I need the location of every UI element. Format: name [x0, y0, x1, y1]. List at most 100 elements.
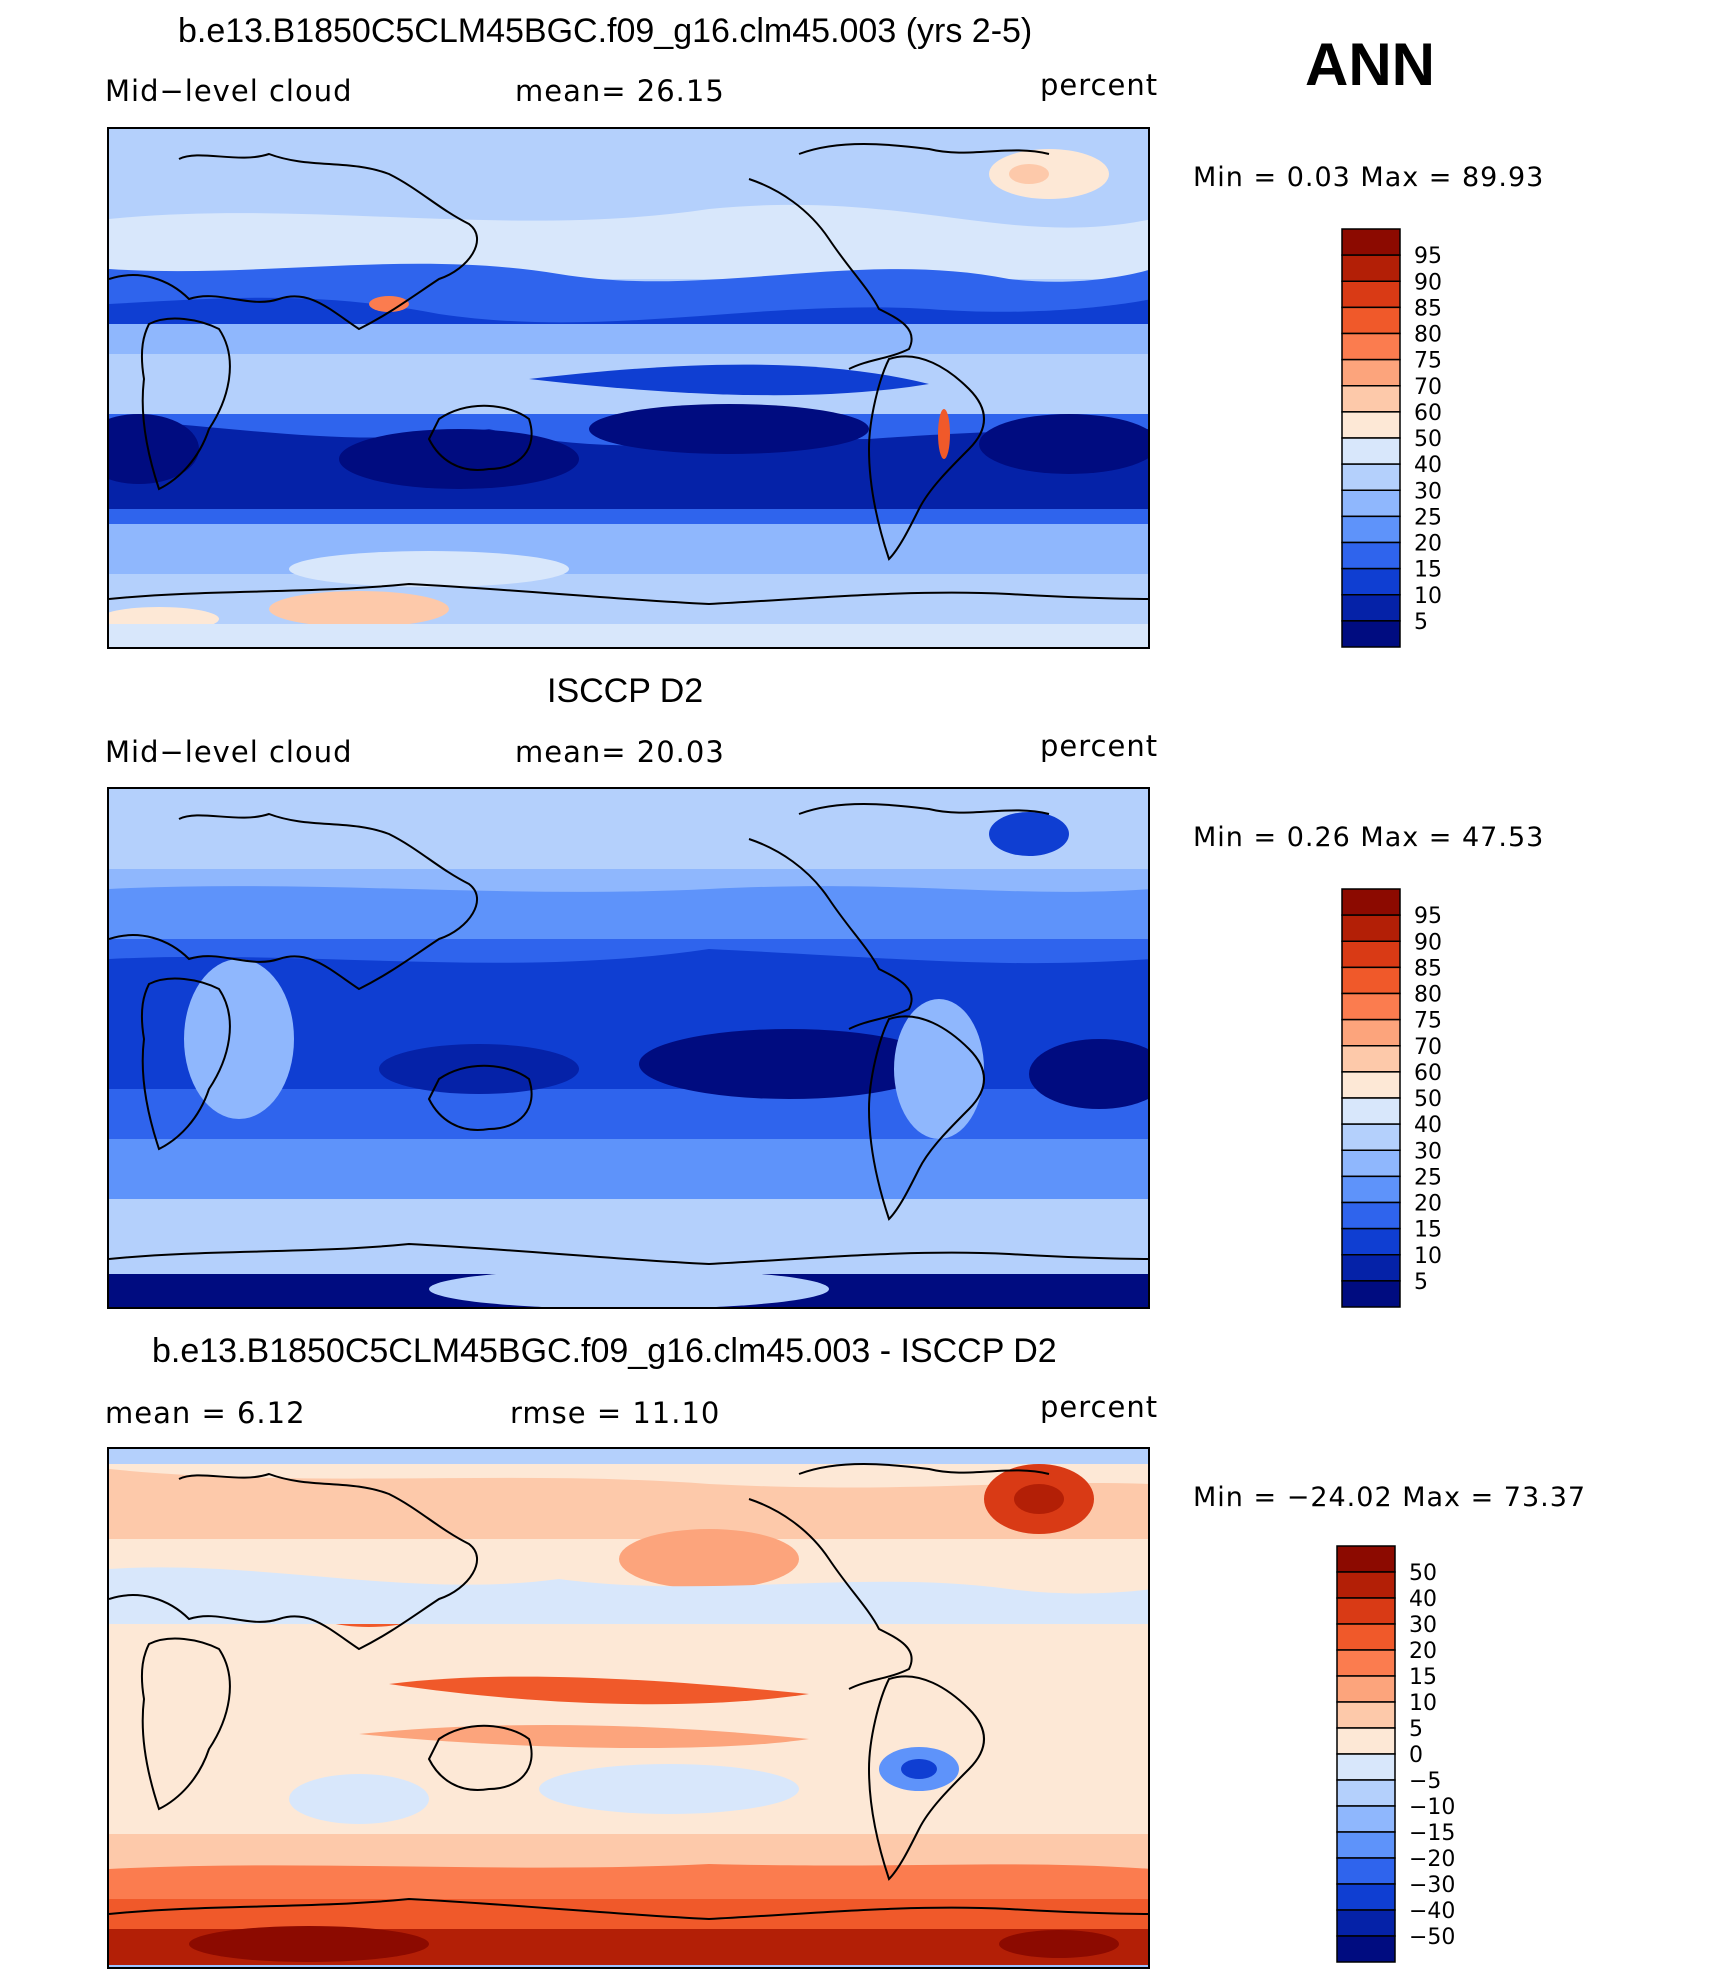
colorbar-tick-label: 5 — [1409, 1717, 1423, 1742]
colorbar-swatch — [1341, 940, 1401, 969]
colorbar-tick-label: 30 — [1409, 1613, 1437, 1638]
colorbar-tick-label: 50 — [1414, 1087, 1442, 1112]
colorbar-tick-label: 90 — [1414, 930, 1442, 955]
colorbar-tick-label: 25 — [1414, 1165, 1442, 1190]
colorbar-swatch — [1341, 1201, 1401, 1230]
minmax-label: Min = −24.02 Max = 73.37 — [1193, 1482, 1587, 1513]
colorbar-swatch — [1341, 992, 1401, 1021]
colorbar-swatch — [1341, 228, 1401, 256]
colorbar-swatch — [1341, 280, 1401, 309]
colorbar-tick-label: 75 — [1414, 349, 1442, 374]
colorbar-swatch — [1336, 1857, 1396, 1885]
colorbar-swatch — [1336, 1597, 1396, 1625]
colorbar-swatch — [1336, 1727, 1396, 1755]
colorbar-tick-label: 25 — [1414, 505, 1442, 530]
colorbar-tick-label: 30 — [1414, 1139, 1442, 1164]
panel-title: b.e13.B1850C5CLM45BGC.f09_g16.clm45.003 … — [178, 12, 1033, 50]
colorbar-tick-label: 0 — [1409, 1743, 1423, 1768]
colorbar-swatch — [1341, 620, 1401, 648]
colorbar-swatch — [1341, 1045, 1401, 1073]
colorbar-tick-label: 10 — [1414, 584, 1442, 609]
units-label: percent — [1040, 68, 1159, 102]
colorbar-swatch — [1341, 411, 1401, 439]
mean-label: mean = 6.12 — [105, 1396, 306, 1430]
colorbar-swatch — [1336, 1805, 1396, 1833]
colorbar-tick-label: 40 — [1409, 1587, 1437, 1612]
colorbar-tick-label: 5 — [1414, 610, 1428, 635]
colorbar-swatch — [1341, 1254, 1401, 1282]
colorbar-tick-label: 85 — [1414, 956, 1442, 981]
colorbar-swatch — [1341, 306, 1401, 335]
colorbar-swatch — [1341, 1149, 1401, 1178]
minmax-label: Min = 0.03 Max = 89.93 — [1193, 162, 1545, 193]
colorbar-tick-label: 15 — [1414, 558, 1442, 583]
colorbar: 95 90 85 80 75 70 60 50 40 30 25 20 15 10 5 — [1340, 228, 1460, 648]
colorbar-swatch — [1341, 914, 1401, 942]
colorbar-tick-label: 20 — [1414, 532, 1442, 557]
colorbar-tick-label: −40 — [1409, 1899, 1455, 1924]
colorbar-tick-label: 95 — [1414, 904, 1442, 929]
colorbar-tick-label: 30 — [1414, 479, 1442, 504]
colorbar-swatch — [1341, 1175, 1401, 1204]
rmse-label: rmse = 11.10 — [510, 1396, 721, 1430]
colorbar-tick-label: −30 — [1409, 1873, 1455, 1898]
colorbar-tick-label: 60 — [1414, 401, 1442, 426]
colorbar-swatch — [1341, 888, 1401, 916]
colorbar-swatch — [1336, 1753, 1396, 1781]
colorbar-swatch — [1341, 966, 1401, 995]
colorbar-swatch — [1336, 1701, 1396, 1729]
colorbar-swatch — [1336, 1935, 1396, 1963]
colorbar-swatch — [1336, 1571, 1396, 1599]
colorbar-swatch — [1341, 541, 1401, 570]
colorbar-swatch — [1336, 1909, 1396, 1937]
units-label: percent — [1040, 729, 1159, 763]
colorbar-tick-label: 60 — [1414, 1061, 1442, 1086]
colorbar-tick-label: 15 — [1409, 1665, 1437, 1690]
colorbar-tick-label: 15 — [1414, 1218, 1442, 1243]
colorbar-swatch — [1341, 567, 1401, 596]
contour-map — [107, 127, 1150, 649]
colorbar-tick-label: 5 — [1414, 1270, 1428, 1295]
colorbar-swatch — [1341, 1227, 1401, 1256]
mean-label: mean= 20.03 — [515, 735, 725, 769]
colorbar-swatch — [1341, 254, 1401, 282]
colorbar-tick-label: −50 — [1409, 1925, 1455, 1950]
colorbar-swatch — [1341, 1123, 1401, 1151]
colorbar-tick-label: 10 — [1414, 1244, 1442, 1269]
colorbar-swatch — [1336, 1545, 1396, 1573]
colorbar-swatch — [1336, 1675, 1396, 1703]
mean-label: mean= 26.15 — [515, 74, 725, 108]
panel-title: b.e13.B1850C5CLM45BGC.f09_g16.clm45.003 … — [152, 1332, 1057, 1370]
colorbar-swatch — [1341, 332, 1401, 361]
colorbar-tick-label: 40 — [1414, 453, 1442, 478]
colorbar-swatch — [1341, 358, 1401, 387]
colorbar-tick-label: 50 — [1414, 427, 1442, 452]
colorbar-tick-label: 80 — [1414, 983, 1442, 1008]
colorbar-swatch — [1341, 594, 1401, 622]
units-label: percent — [1040, 1390, 1159, 1424]
colorbar-tick-label: 20 — [1409, 1639, 1437, 1664]
contour-map — [107, 1447, 1150, 1969]
colorbar-tick-label: 75 — [1414, 1009, 1442, 1034]
colorbar-swatch — [1336, 1649, 1396, 1677]
colorbar-tick-label: 85 — [1414, 296, 1442, 321]
colorbar-swatch — [1336, 1623, 1396, 1651]
colorbar-swatch — [1341, 515, 1401, 544]
colorbar-swatch — [1336, 1883, 1396, 1911]
variable-label: Mid−level cloud — [105, 74, 353, 108]
colorbar-tick-label: −20 — [1409, 1847, 1455, 1872]
minmax-label: Min = 0.26 Max = 47.53 — [1193, 822, 1545, 853]
colorbar-tick-label: 95 — [1414, 244, 1442, 269]
season-label: ANN — [1305, 31, 1435, 98]
colorbar-swatch — [1341, 489, 1401, 518]
colorbar-tick-label: −10 — [1409, 1795, 1455, 1820]
contour-map — [107, 787, 1150, 1309]
colorbar: 50 40 30 20 15 10 5 0 −5 −10 −15 −20 −30 −40 −50 — [1335, 1545, 1455, 1963]
panel-title: ISCCP D2 — [547, 672, 704, 710]
colorbar: 95 90 85 80 75 70 60 50 40 30 25 20 15 10 5 — [1340, 888, 1460, 1308]
colorbar-tick-label: 90 — [1414, 270, 1442, 295]
colorbar-tick-label: −15 — [1409, 1821, 1455, 1846]
colorbar-swatch — [1341, 1071, 1401, 1099]
colorbar-tick-label: 70 — [1414, 1035, 1442, 1060]
variable-label: Mid−level cloud — [105, 735, 353, 769]
